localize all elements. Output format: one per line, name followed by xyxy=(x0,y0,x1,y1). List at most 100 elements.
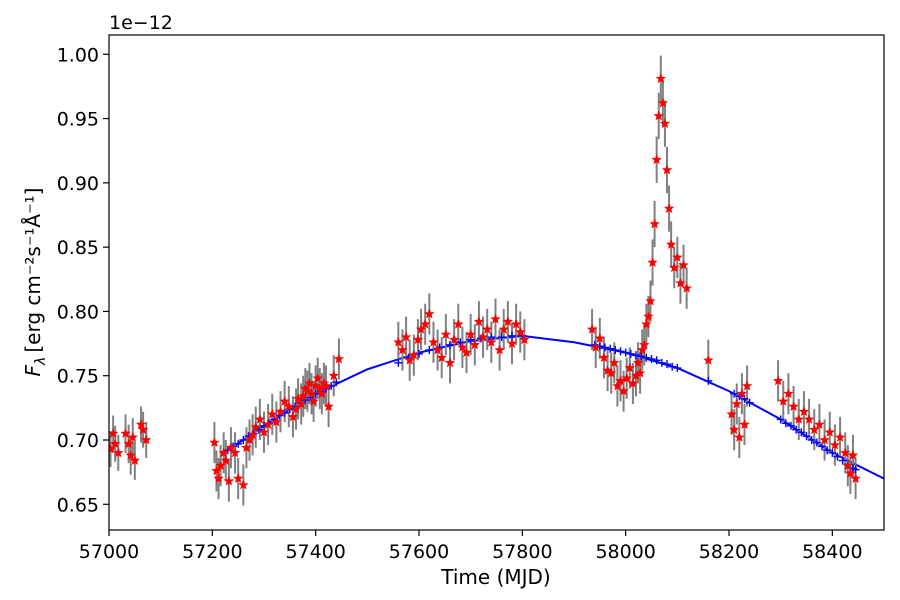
observed-point xyxy=(655,73,666,84)
observed-point xyxy=(659,118,671,129)
model-point xyxy=(647,355,656,363)
observed-point xyxy=(120,428,131,438)
observed-point xyxy=(736,388,748,399)
x-tick-label: 57200 xyxy=(182,541,242,563)
observed-point xyxy=(306,388,317,399)
observed-point xyxy=(420,318,431,329)
observed-point xyxy=(498,324,509,334)
observed-point xyxy=(316,388,328,399)
observed-point xyxy=(506,338,518,348)
y-tick-label: 0.70 xyxy=(57,430,99,452)
model-point xyxy=(776,415,785,424)
observed-point xyxy=(258,426,270,437)
observed-point xyxy=(741,380,753,391)
observed-point xyxy=(510,318,522,329)
model-point xyxy=(797,428,806,437)
observed-point xyxy=(637,344,648,355)
observed-point xyxy=(247,429,258,440)
model-point xyxy=(234,439,243,448)
observed-point xyxy=(840,447,851,458)
model-point xyxy=(828,448,837,457)
model-point xyxy=(611,346,620,354)
observed-point xyxy=(788,401,799,411)
model-point xyxy=(812,438,821,447)
y-axis-label-symbol: F xyxy=(21,364,45,376)
y-tick-label: 0.90 xyxy=(57,173,99,195)
observed-point xyxy=(328,370,339,381)
plot-content xyxy=(109,55,884,506)
observed-point xyxy=(669,262,680,273)
y-axis-label: Fλ [erg cm⁻²s⁻¹Å⁻¹] xyxy=(21,188,49,377)
observed-point xyxy=(461,347,472,357)
y-tick-label: 0.65 xyxy=(57,494,99,516)
observed-point xyxy=(594,333,605,343)
model-point xyxy=(652,356,661,365)
observed-point xyxy=(220,455,231,465)
y-tick-label: 0.95 xyxy=(57,109,99,131)
observed-point xyxy=(457,342,468,352)
model-point xyxy=(632,351,640,360)
observed-point xyxy=(453,318,464,329)
observed-point xyxy=(283,401,294,411)
model-point xyxy=(657,358,666,367)
observed-point xyxy=(241,442,252,453)
model-point xyxy=(642,353,651,362)
x-tick-label: 58000 xyxy=(595,541,655,563)
observed-point xyxy=(238,479,249,490)
observed-point xyxy=(135,419,147,429)
observed-point xyxy=(412,334,424,345)
observed-point xyxy=(287,411,299,422)
observed-point xyxy=(250,421,261,432)
model-point xyxy=(807,436,816,444)
observed-point xyxy=(436,352,447,363)
observed-point xyxy=(482,324,493,334)
observed-point xyxy=(627,378,639,388)
plot-area xyxy=(109,55,884,506)
model-point xyxy=(239,436,248,444)
observed-point xyxy=(211,465,222,476)
observed-point xyxy=(734,432,745,442)
observed-point xyxy=(415,324,427,334)
observed-point xyxy=(842,460,853,471)
observed-point xyxy=(229,447,241,458)
observed-point xyxy=(606,367,617,378)
y-tick-label: 1.00 xyxy=(57,44,99,66)
observed-point xyxy=(850,473,861,483)
observed-point xyxy=(661,164,673,175)
observed-point xyxy=(302,385,313,396)
observed-point xyxy=(424,308,435,319)
observed-point xyxy=(271,416,282,427)
observed-point xyxy=(663,203,675,213)
observed-point xyxy=(847,450,859,460)
observed-point xyxy=(473,316,485,327)
observed-point xyxy=(647,257,658,267)
observed-point xyxy=(783,388,794,399)
observed-point xyxy=(803,414,815,424)
observed-point xyxy=(778,396,789,406)
model-point xyxy=(704,376,713,385)
model-point xyxy=(673,364,682,372)
model-point xyxy=(730,389,739,398)
observed-point xyxy=(624,362,635,373)
model-point xyxy=(802,432,811,441)
observed-point xyxy=(643,311,654,321)
observed-point xyxy=(793,414,804,424)
observed-point xyxy=(703,354,714,365)
observed-point xyxy=(490,313,501,324)
observed-point xyxy=(845,468,856,478)
observed-point xyxy=(672,252,683,262)
observed-point xyxy=(621,372,632,383)
model-point xyxy=(456,338,465,347)
observed-point xyxy=(290,403,302,414)
observed-point xyxy=(639,339,650,350)
model-point xyxy=(823,446,832,455)
observed-point xyxy=(444,357,456,368)
observed-point xyxy=(632,357,644,368)
observed-point xyxy=(469,339,480,350)
observed-point xyxy=(739,419,750,429)
observed-point xyxy=(275,406,286,417)
model-point xyxy=(425,346,434,354)
model-point xyxy=(446,340,454,349)
y-tick-label: 0.80 xyxy=(57,301,99,323)
